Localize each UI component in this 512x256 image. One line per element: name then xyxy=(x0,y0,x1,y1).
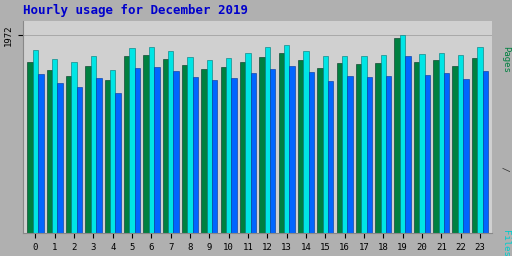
Text: /: / xyxy=(501,161,510,177)
Bar xyxy=(52,59,57,233)
Bar xyxy=(77,88,82,233)
Bar xyxy=(221,67,226,233)
Bar xyxy=(193,77,198,233)
Bar xyxy=(298,60,303,233)
Bar xyxy=(124,56,130,233)
Text: Files: Files xyxy=(501,230,510,256)
Bar xyxy=(148,47,154,233)
Bar xyxy=(406,56,411,233)
Bar xyxy=(71,62,77,233)
Bar xyxy=(115,93,121,233)
Bar xyxy=(154,67,160,233)
Bar xyxy=(419,54,424,233)
Bar xyxy=(472,58,477,233)
Bar xyxy=(212,80,218,233)
Bar xyxy=(424,75,430,233)
Bar xyxy=(347,76,353,233)
Bar xyxy=(96,78,101,233)
Bar xyxy=(433,60,439,233)
Bar xyxy=(182,65,187,233)
Bar xyxy=(361,56,367,233)
Bar xyxy=(33,50,38,233)
Bar xyxy=(86,66,91,233)
Text: Hourly usage for December 2019: Hourly usage for December 2019 xyxy=(23,4,248,17)
Bar xyxy=(251,73,256,233)
Bar xyxy=(336,63,342,233)
Bar xyxy=(57,83,63,233)
Bar xyxy=(231,78,237,233)
Bar xyxy=(265,47,270,233)
Bar xyxy=(458,55,463,233)
Bar xyxy=(328,81,333,233)
Bar xyxy=(38,74,44,233)
Bar xyxy=(414,62,419,233)
Bar xyxy=(317,68,323,233)
Bar xyxy=(284,45,289,233)
Bar xyxy=(279,53,284,233)
Bar xyxy=(135,68,140,233)
Bar xyxy=(356,64,361,233)
Bar xyxy=(444,73,450,233)
Bar xyxy=(163,59,168,233)
Text: Pages: Pages xyxy=(501,46,510,73)
Bar xyxy=(91,56,96,233)
Bar xyxy=(226,58,231,233)
Bar xyxy=(395,38,400,233)
Bar xyxy=(367,77,372,233)
Bar xyxy=(303,51,309,233)
Bar xyxy=(483,71,488,233)
Bar xyxy=(174,71,179,233)
Bar xyxy=(463,79,468,233)
Bar xyxy=(143,55,148,233)
Bar xyxy=(342,56,347,233)
Bar xyxy=(104,80,110,233)
Bar xyxy=(187,57,193,233)
Bar xyxy=(110,70,115,233)
Bar xyxy=(240,62,245,233)
Bar xyxy=(400,35,406,233)
Bar xyxy=(439,53,444,233)
Bar xyxy=(309,72,314,233)
Bar xyxy=(453,66,458,233)
Bar xyxy=(323,56,328,233)
Bar xyxy=(245,53,251,233)
Bar xyxy=(66,76,71,233)
Bar xyxy=(270,69,275,233)
Bar xyxy=(375,63,380,233)
Bar xyxy=(386,76,391,233)
Bar xyxy=(289,66,295,233)
Bar xyxy=(207,60,212,233)
Bar xyxy=(168,51,174,233)
Bar xyxy=(259,57,265,233)
Bar xyxy=(130,48,135,233)
Bar xyxy=(27,62,33,233)
Bar xyxy=(201,69,207,233)
Bar xyxy=(47,70,52,233)
Bar xyxy=(380,55,386,233)
Bar xyxy=(477,47,483,233)
